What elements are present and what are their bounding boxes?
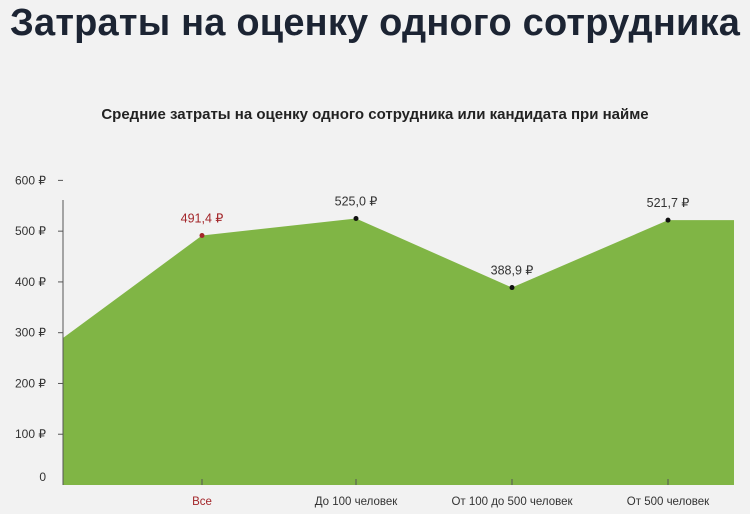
x-tick-label: Все: [192, 496, 212, 508]
x-axis: Все До 100 человек От 100 до 500 человек От…: [192, 479, 710, 508]
data-label: 525,0 ₽: [335, 194, 378, 208]
page-title: Затраты на оценку одного сотрудника: [10, 2, 741, 44]
area-fill: [63, 218, 734, 485]
data-point: [665, 217, 671, 223]
data-point: [199, 233, 205, 239]
data-point: [509, 285, 515, 291]
y-tick-label: 300 ₽: [15, 326, 46, 340]
chart-title: Средние затраты на оценку одного сотрудн…: [101, 106, 649, 123]
data-label: 491,4 ₽: [181, 212, 224, 226]
y-tick-label: 600 ₽: [15, 173, 46, 187]
x-tick-label: От 500 человек: [627, 496, 710, 508]
area-layer: [63, 218, 734, 485]
y-tick-label: 400 ₽: [15, 275, 46, 289]
y-axis: 0 100 ₽ 200 ₽ 300 ₽ 400 ₽ 500 ₽ 600 ₽: [15, 173, 64, 485]
y-tick-label: 100 ₽: [15, 427, 46, 441]
y-tick-label: 200 ₽: [15, 376, 46, 390]
y-tick-label: 500 ₽: [15, 224, 46, 238]
y-tick-label: 0: [39, 470, 46, 484]
points-layer: 491,4 ₽ 525,0 ₽ 388,9 ₽ 521,7 ₽: [181, 194, 690, 291]
x-tick-label: От 100 до 500 человек: [451, 496, 573, 508]
data-label: 388,9 ₽: [491, 264, 534, 278]
data-label: 521,7 ₽: [647, 196, 690, 210]
x-tick-label: До 100 человек: [315, 496, 399, 508]
data-point: [353, 215, 359, 221]
